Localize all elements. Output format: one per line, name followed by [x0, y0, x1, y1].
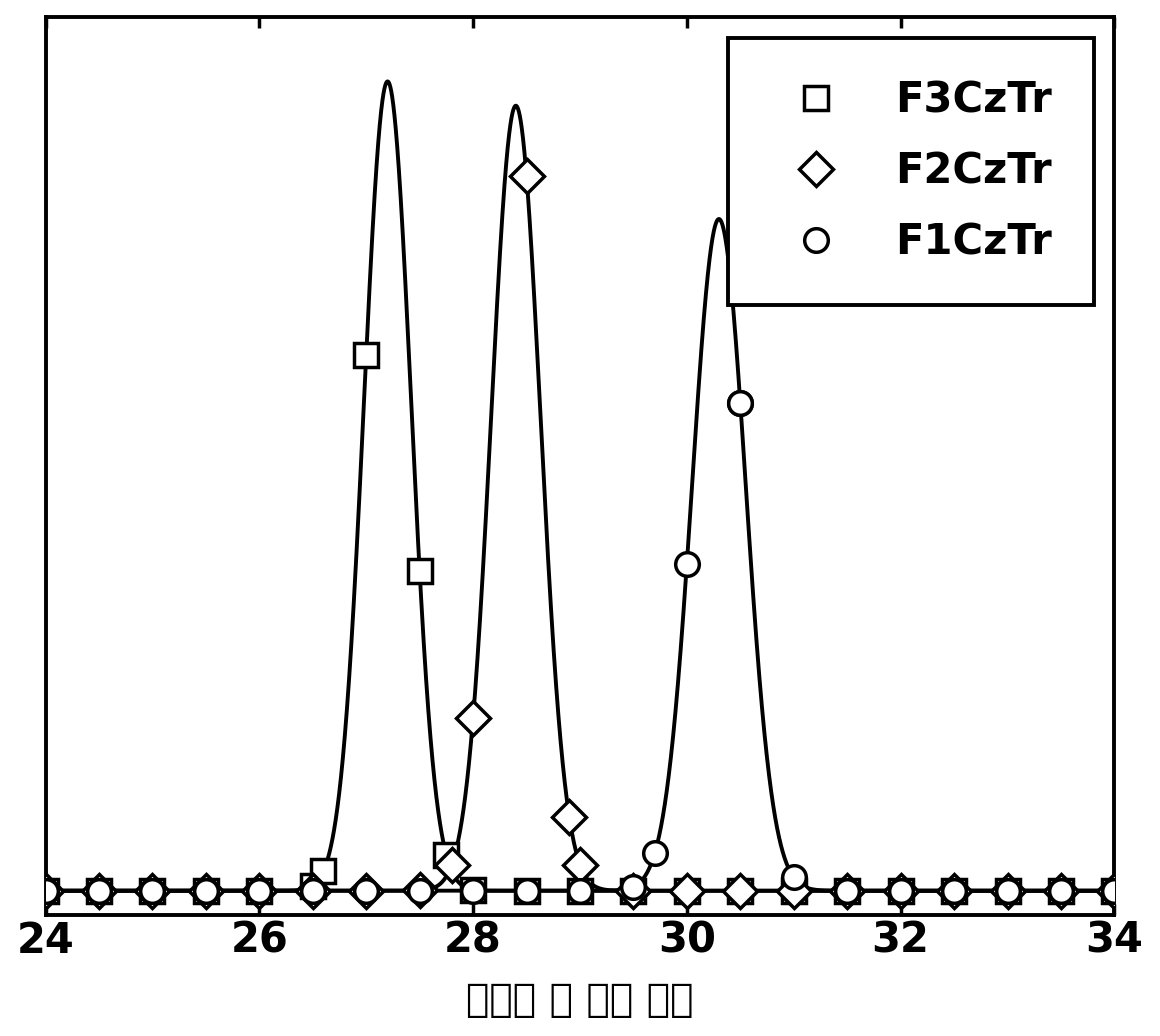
F1CzTr	[733, 397, 747, 409]
F3CzTr	[680, 885, 694, 897]
F3CzTr	[947, 885, 960, 897]
F2CzTr	[145, 885, 159, 897]
F3CzTr	[440, 848, 454, 861]
Line: F1CzTr: F1CzTr	[34, 392, 1126, 902]
F3CzTr	[466, 884, 480, 896]
F2CzTr	[38, 885, 52, 897]
F1CzTr	[38, 885, 52, 897]
F1CzTr	[1054, 885, 1068, 897]
F3CzTr	[145, 885, 159, 897]
F1CzTr	[680, 557, 694, 570]
F2CzTr	[1001, 885, 1015, 897]
F3CzTr	[626, 885, 640, 897]
F2CzTr	[786, 885, 800, 897]
F2CzTr	[573, 859, 587, 871]
F1CzTr	[893, 885, 907, 897]
F3CzTr	[38, 885, 52, 897]
F2CzTr	[626, 885, 640, 897]
F2CzTr	[92, 885, 106, 897]
F3CzTr	[198, 885, 212, 897]
F3CzTr	[306, 880, 320, 892]
F3CzTr	[253, 885, 267, 897]
F1CzTr	[360, 885, 374, 897]
F1CzTr	[573, 885, 587, 897]
F1CzTr	[306, 885, 320, 897]
F2CzTr	[1108, 885, 1122, 897]
F2CzTr	[947, 885, 960, 897]
F3CzTr	[360, 349, 374, 362]
F1CzTr	[198, 885, 212, 897]
F1CzTr	[626, 881, 640, 893]
F3CzTr	[893, 885, 907, 897]
F1CzTr	[1001, 885, 1015, 897]
F2CzTr	[680, 885, 694, 897]
F2CzTr	[360, 885, 374, 897]
F3CzTr	[733, 885, 747, 897]
F2CzTr	[413, 884, 427, 896]
Legend: F3CzTr, F2CzTr, F1CzTr: F3CzTr, F2CzTr, F1CzTr	[728, 37, 1094, 306]
F3CzTr	[840, 885, 854, 897]
X-axis label: 淤出时 间 （分 钟）: 淤出时 间 （分 钟）	[466, 981, 694, 1019]
F1CzTr	[1108, 885, 1122, 897]
F1CzTr	[92, 885, 106, 897]
F3CzTr	[1108, 885, 1122, 897]
F1CzTr	[647, 846, 661, 859]
F3CzTr	[520, 885, 534, 897]
F3CzTr	[1054, 885, 1068, 897]
F2CzTr	[444, 859, 458, 871]
F3CzTr	[413, 565, 427, 577]
F3CzTr	[317, 865, 331, 877]
F3CzTr	[573, 885, 587, 897]
F2CzTr	[466, 712, 480, 724]
F2CzTr	[563, 810, 577, 823]
F3CzTr	[786, 885, 800, 897]
Line: F2CzTr: F2CzTr	[34, 165, 1126, 902]
F2CzTr	[840, 885, 854, 897]
F3CzTr	[92, 885, 106, 897]
F1CzTr	[947, 885, 960, 897]
F2CzTr	[306, 885, 320, 897]
F2CzTr	[1054, 885, 1068, 897]
F2CzTr	[198, 885, 212, 897]
F2CzTr	[520, 170, 534, 182]
F1CzTr	[413, 885, 427, 897]
F1CzTr	[733, 397, 747, 409]
F2CzTr	[733, 885, 747, 897]
F1CzTr	[466, 885, 480, 897]
F1CzTr	[520, 885, 534, 897]
F1CzTr	[145, 885, 159, 897]
F1CzTr	[786, 871, 800, 884]
F2CzTr	[893, 885, 907, 897]
F3CzTr	[1001, 885, 1015, 897]
F1CzTr	[253, 885, 267, 897]
F1CzTr	[840, 885, 854, 897]
F2CzTr	[253, 885, 267, 897]
Line: F3CzTr: F3CzTr	[34, 344, 1126, 902]
